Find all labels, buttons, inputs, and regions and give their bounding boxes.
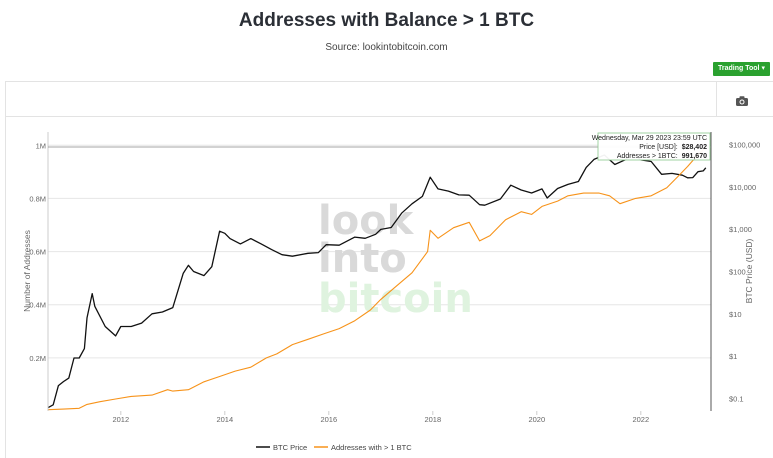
tooltip-addresses-row: Addresses > 1BTC: 991,670 bbox=[617, 153, 707, 160]
x-tick-label: 2022 bbox=[632, 415, 649, 424]
watermark-line-3: bitcoin bbox=[318, 276, 473, 322]
toolbar-divider-horizontal bbox=[6, 116, 773, 117]
toolbar-divider bbox=[716, 82, 717, 116]
y-right-tick-label: $1,000 bbox=[729, 225, 752, 234]
legend[interactable]: BTC Price Addresses with > 1 BTC bbox=[256, 443, 412, 452]
x-tick-label: 2016 bbox=[320, 415, 337, 424]
page-title: Addresses with Balance > 1 BTC bbox=[238, 10, 535, 31]
chevron-down-icon: ▾ bbox=[761, 65, 765, 72]
y-left-tick-label: 0.8M bbox=[29, 194, 46, 203]
x-tick-label: 2014 bbox=[216, 415, 233, 424]
trading-tool-button[interactable]: Trading Tool ▾ bbox=[713, 62, 770, 76]
y-right-tick-label: $100 bbox=[729, 268, 746, 277]
y-right-tick-label: $1 bbox=[729, 352, 737, 361]
x-tick-label: 2020 bbox=[528, 415, 545, 424]
tooltip-price-value: $28,402 bbox=[682, 144, 707, 151]
tooltip-date: Wednesday, Mar 29 2023 23:59 UTC bbox=[592, 135, 707, 142]
y-right-tick-label: $10 bbox=[729, 310, 742, 319]
x-tick-label: 2012 bbox=[112, 415, 129, 424]
tooltip-price-label: Price [USD]: bbox=[639, 144, 678, 151]
watermark: look into bitcoin bbox=[318, 198, 473, 322]
camera-icon[interactable] bbox=[735, 95, 749, 107]
x-tick-label: 2018 bbox=[424, 415, 441, 424]
watermark-line-2: into bbox=[318, 236, 407, 282]
right-axis-ticks: $0.1 $1 $10 $100 $1,000 $10,000 $100,000 bbox=[729, 141, 760, 404]
tooltip-price-row: Price [USD]: $28,402 bbox=[639, 144, 707, 151]
tooltip-addresses-label: Addresses > 1BTC: bbox=[617, 153, 678, 160]
y-left-tick-label: 1M bbox=[36, 141, 46, 150]
tooltip-addresses-value: 991,670 bbox=[682, 153, 707, 160]
trading-tool-label: Trading Tool bbox=[718, 65, 760, 72]
grid-lines bbox=[48, 144, 711, 359]
y-left-tick-label: 0.2M bbox=[29, 354, 46, 363]
y-left-tick-label: 0.4M bbox=[29, 301, 46, 310]
legend-item-price: BTC Price bbox=[273, 443, 307, 452]
chart-panel bbox=[5, 81, 773, 458]
y-left-tick-label: 0.6M bbox=[29, 248, 46, 257]
y-axis-left-title: Number of Addresses bbox=[22, 230, 32, 312]
addresses-line bbox=[47, 147, 707, 411]
y-right-tick-label: $10,000 bbox=[729, 183, 756, 192]
y-right-tick-label: $100,000 bbox=[729, 141, 760, 150]
y-axis-right-title: BTC Price (USD) bbox=[744, 238, 754, 303]
y-right-tick-label: $0.1 bbox=[729, 394, 744, 403]
watermark-line-1: look bbox=[318, 198, 415, 244]
tooltip: Wednesday, Mar 29 2023 23:59 UTC Price [… bbox=[592, 132, 711, 161]
legend-item-addresses: Addresses with > 1 BTC bbox=[331, 443, 412, 452]
chart-subtitle: Source: lookintobitcoin.com bbox=[325, 42, 448, 53]
x-axis-ticks: 2012 2014 2016 2018 2020 2022 bbox=[112, 411, 649, 424]
left-axis-ticks: 0.2M 0.4M 0.6M 0.8M 1M bbox=[29, 141, 46, 363]
